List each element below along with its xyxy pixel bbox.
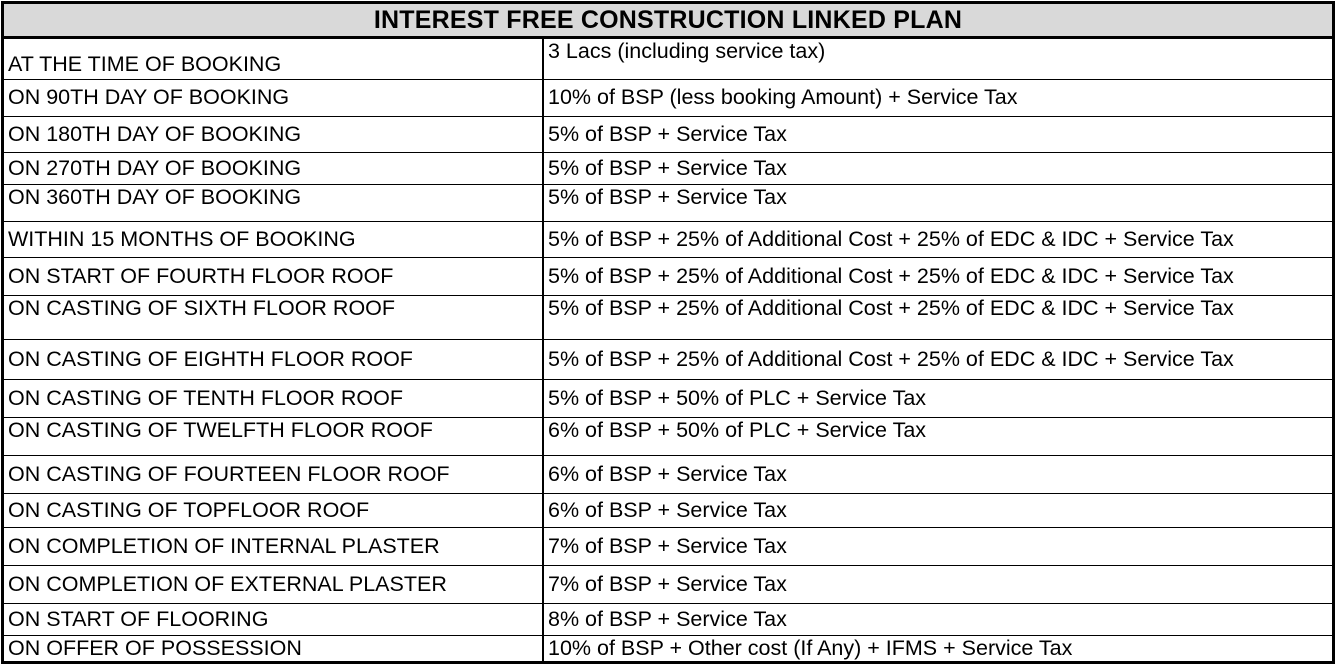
stage-cell: ON CASTING OF TOPFLOOR ROOF bbox=[4, 494, 544, 527]
table-row: ON 180TH DAY OF BOOKING 5% of BSP + Serv… bbox=[4, 116, 1332, 152]
stage-cell: ON COMPLETION OF EXTERNAL PLASTER bbox=[4, 566, 544, 603]
payment-cell: 10% of BSP (less booking Amount) + Servi… bbox=[548, 85, 1018, 110]
stage-cell: ON CASTING OF SIXTH FLOOR ROOF bbox=[4, 296, 544, 339]
stage-cell: ON COMPLETION OF INTERNAL PLASTER bbox=[4, 528, 544, 565]
table-row: ON 360TH DAY OF BOOKING 5% of BSP + Serv… bbox=[4, 184, 1332, 221]
table-row: ON 90TH DAY OF BOOKING 10% of BSP (less … bbox=[4, 79, 1332, 116]
payment-cell: 8% of BSP + Service Tax bbox=[548, 606, 787, 631]
stage-cell: ON OFFER OF POSSESSION bbox=[4, 636, 544, 661]
payment-cell: 5% of BSP + Service Tax bbox=[548, 121, 787, 146]
table-row: ON CASTING OF SIXTH FLOOR ROOF 5% of BSP… bbox=[4, 295, 1332, 339]
stage-cell: ON 360TH DAY OF BOOKING bbox=[4, 185, 544, 221]
table-row: ON CASTING OF TWELFTH FLOOR ROOF 6% of B… bbox=[4, 417, 1332, 455]
plan-title: INTEREST FREE CONSTRUCTION LINKED PLAN bbox=[1, 1, 1335, 39]
payment-cell: 6% of BSP + 50% of PLC + Service Tax bbox=[548, 418, 927, 442]
table-row: ON OFFER OF POSSESSION 10% of BSP + Othe… bbox=[4, 635, 1332, 661]
stage-cell: AT THE TIME OF BOOKING bbox=[4, 39, 544, 79]
payment-cell: 5% of BSP + Service Tax bbox=[548, 155, 787, 180]
table-row: ON 270TH DAY OF BOOKING 5% of BSP + Serv… bbox=[4, 152, 1332, 184]
payment-cell: 10% of BSP + Other cost (If Any) + IFMS … bbox=[548, 636, 1073, 660]
table-row: AT THE TIME OF BOOKING 3 Lacs (including… bbox=[4, 39, 1332, 79]
table-row: ON START OF FLOORING 8% of BSP + Service… bbox=[4, 603, 1332, 635]
payment-cell: 5% of BSP + Service Tax bbox=[548, 185, 787, 209]
stage-cell: ON START OF FLOORING bbox=[4, 604, 544, 635]
payment-cell: 3 Lacs (including service tax) bbox=[548, 39, 826, 63]
table-row: ON COMPLETION OF INTERNAL PLASTER 7% of … bbox=[4, 527, 1332, 565]
payment-cell: 6% of BSP + Service Tax bbox=[548, 461, 787, 486]
stage-cell: ON START OF FOURTH FLOOR ROOF bbox=[4, 258, 544, 295]
payment-plan-table: AT THE TIME OF BOOKING 3 Lacs (including… bbox=[1, 39, 1335, 664]
payment-cell: 7% of BSP + Service Tax bbox=[548, 571, 787, 596]
payment-cell: 5% of BSP + 50% of PLC + Service Tax bbox=[548, 385, 927, 410]
table-row: ON CASTING OF TENTH FLOOR ROOF 5% of BSP… bbox=[4, 379, 1332, 417]
stage-cell: ON 90TH DAY OF BOOKING bbox=[4, 80, 544, 116]
payment-cell: 5% of BSP + 25% of Additional Cost + 25%… bbox=[548, 226, 1234, 251]
payment-cell: 5% of BSP + 25% of Additional Cost + 25%… bbox=[548, 296, 1234, 320]
stage-cell: ON CASTING OF TENTH FLOOR ROOF bbox=[4, 380, 544, 417]
stage-cell: ON CASTING OF FOURTEEN FLOOR ROOF bbox=[4, 456, 544, 493]
table-row: ON CASTING OF FOURTEEN FLOOR ROOF 6% of … bbox=[4, 455, 1332, 493]
stage-cell: ON 180TH DAY OF BOOKING bbox=[4, 117, 544, 152]
stage-cell: WITHIN 15 MONTHS OF BOOKING bbox=[4, 222, 544, 257]
stage-cell: ON CASTING OF EIGHTH FLOOR ROOF bbox=[4, 340, 544, 379]
table-row: ON CASTING OF TOPFLOOR ROOF 6% of BSP + … bbox=[4, 493, 1332, 527]
table-row: ON CASTING OF EIGHTH FLOOR ROOF 5% of BS… bbox=[4, 339, 1332, 379]
payment-cell: 5% of BSP + 25% of Additional Cost + 25%… bbox=[548, 263, 1234, 288]
stage-cell: ON 270TH DAY OF BOOKING bbox=[4, 153, 544, 184]
payment-cell: 7% of BSP + Service Tax bbox=[548, 533, 787, 558]
table-row: ON COMPLETION OF EXTERNAL PLASTER 7% of … bbox=[4, 565, 1332, 603]
stage-cell: ON CASTING OF TWELFTH FLOOR ROOF bbox=[4, 418, 544, 455]
table-row: WITHIN 15 MONTHS OF BOOKING 5% of BSP + … bbox=[4, 221, 1332, 257]
payment-cell: 5% of BSP + 25% of Additional Cost + 25%… bbox=[548, 346, 1234, 371]
table-row: ON START OF FOURTH FLOOR ROOF 5% of BSP … bbox=[4, 257, 1332, 295]
payment-cell: 6% of BSP + Service Tax bbox=[548, 497, 787, 522]
